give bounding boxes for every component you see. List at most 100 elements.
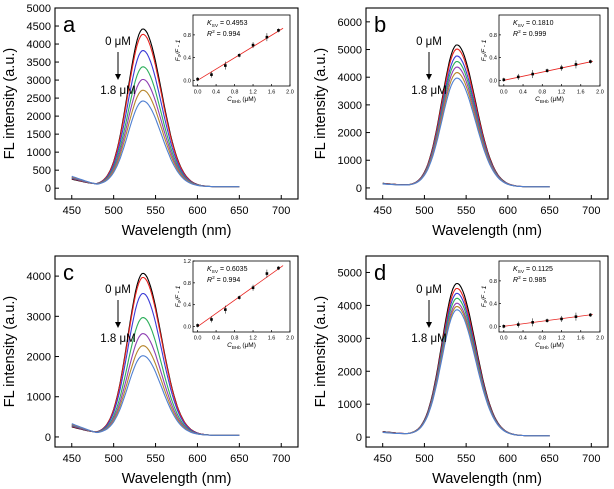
panel-letter: c xyxy=(63,260,74,285)
x-tick-label: 600 xyxy=(499,453,517,465)
inset-x-tick-label: 0.0 xyxy=(500,336,508,342)
inset-x-title-sub: BHb xyxy=(540,345,549,350)
inset-data-point xyxy=(251,43,255,47)
y-tick-label: 0 xyxy=(45,432,51,444)
inset-x-title: CBHb (μM) xyxy=(227,342,256,350)
spectrum-4 xyxy=(71,333,240,436)
panel-b: 450 500 550 600 650 700 0 1000 2000 3000 4000 5000 6… xyxy=(313,7,609,239)
inset-x-tick-label: 1.2 xyxy=(249,336,257,342)
inset-ksv-eq: = xyxy=(218,266,226,273)
inset-y-title: F₀/F - 1 xyxy=(175,285,182,307)
inset-data-point xyxy=(210,318,213,321)
inset-data-point xyxy=(560,317,563,321)
y-tick-label: 1000 xyxy=(27,147,51,159)
plot-frame xyxy=(54,7,299,200)
conc-label-top: 0 μM xyxy=(416,284,442,296)
inset-data-point xyxy=(560,66,563,70)
spectrum-4 xyxy=(71,78,240,188)
inset-x-tick-label: 0.8 xyxy=(231,90,239,96)
inset-data-point xyxy=(196,77,199,81)
inset-y-tick-label: 0.0 xyxy=(489,78,497,84)
y-tick-label: 1500 xyxy=(27,129,51,141)
conc-arrow-head xyxy=(115,74,121,80)
inset-y-tick-label: 0.0 xyxy=(183,325,191,331)
inset-data-point xyxy=(589,313,592,317)
plot-frame xyxy=(365,7,609,200)
x-tick-label: 550 xyxy=(457,453,475,465)
inset: 0.0 0.4 0.8 1.2 1.6 2.00.00.40.8F₀/F - 1CBHb … xyxy=(481,260,604,350)
inset-ksv-text: KSV = 0.1125 xyxy=(513,266,553,275)
inset-ksv-text: KSV = 0.1810 xyxy=(513,20,554,29)
spectra xyxy=(382,282,550,437)
inset-x-tick-label: 2.0 xyxy=(286,336,294,342)
inset-ksv-symbol: K xyxy=(207,20,212,27)
inset-x-tick-label: 1.2 xyxy=(249,90,257,96)
inset-ksv-sub: SV xyxy=(212,269,219,275)
y-tick-label: 4500 xyxy=(27,21,51,33)
inset-x-title-main: C xyxy=(227,342,232,349)
inset-y-tick-label: 0.8 xyxy=(489,279,497,285)
spectrum-6 xyxy=(382,77,550,188)
inset-r2-symbol: R xyxy=(207,277,212,284)
y-tick-label: 5000 xyxy=(338,45,362,57)
y-tick-label: 5000 xyxy=(27,3,51,15)
inset-x-title-unit: (μM) xyxy=(241,96,256,103)
inset-r2-text: R2 = 0.999 xyxy=(513,29,546,38)
inset-ksv-value: 0.1810 xyxy=(532,20,554,27)
x-tick-label: 550 xyxy=(457,205,475,217)
inset-data-point xyxy=(224,64,227,67)
inset-r2-value: 0.999 xyxy=(529,31,547,38)
inset-x-tick-label: 1.6 xyxy=(577,90,585,96)
conc-label-bottom: 1.8 μM xyxy=(411,85,446,97)
y-axis-title: FL intensity (a.u.) xyxy=(2,296,18,407)
x-tick-label: 450 xyxy=(374,453,392,465)
inset-data-point xyxy=(224,308,227,311)
inset-frame xyxy=(498,14,601,87)
inset-data-point xyxy=(574,63,578,66)
inset-x-title: CBHb (μM) xyxy=(227,96,256,104)
conc-arrow-head xyxy=(115,322,121,328)
inset-data-point xyxy=(265,272,269,275)
spectrum-5 xyxy=(71,89,240,188)
x-axis-title: Wavelength (nm) xyxy=(122,223,232,239)
y-tick-label: 500 xyxy=(33,165,51,177)
inset-r2-eq: = xyxy=(521,31,529,38)
inset-data-point xyxy=(237,54,241,57)
x-tick-label: 600 xyxy=(188,453,206,465)
y-tick-label: 1000 xyxy=(338,155,362,167)
x-tick-label: 650 xyxy=(540,453,558,465)
inset-x-title-main: C xyxy=(535,342,540,349)
inset-y-tick-label: 0.0 xyxy=(489,324,497,330)
inset-x-tick-label: 1.2 xyxy=(558,90,566,96)
y-tick-label: 2000 xyxy=(338,128,362,140)
x-tick-label: 550 xyxy=(146,453,164,465)
x-tick-label: 450 xyxy=(63,453,81,465)
x-tick-label: 650 xyxy=(230,205,248,217)
inset-y-tick-label: 0.4 xyxy=(489,56,497,62)
inset-x-tick-label: 1.6 xyxy=(268,336,276,342)
inset-y-tick-label: 0.8 xyxy=(183,281,191,287)
y-tick-label: 2000 xyxy=(27,111,51,123)
y-tick-label: 1000 xyxy=(338,399,362,411)
inset-r2-symbol: R xyxy=(513,31,518,38)
x-axis-title: Wavelength (nm) xyxy=(432,471,542,487)
y-tick-label: 4000 xyxy=(338,300,362,312)
inset-x-tick-label: 0.8 xyxy=(538,336,546,342)
inset: 0.0 0.4 0.8 1.2 1.6 2.0 0.0 0.4 0.8 1.2 F₀/F - 1 CB… xyxy=(175,259,294,350)
y-axis-title: FL intensity (a.u.) xyxy=(313,48,329,159)
spectrum-6 xyxy=(71,100,240,188)
inset-data-point xyxy=(196,324,199,327)
inset-y-title: F₀/F - 1 xyxy=(481,285,488,307)
y-tick-label: 3000 xyxy=(338,100,362,112)
inset-x-tick-label: 1.6 xyxy=(577,336,585,342)
panel-d: 450 500 550 600 650 700 0 1000 2000 3000 4000 5000 W… xyxy=(313,255,609,487)
x-tick-label: 700 xyxy=(582,205,600,217)
inset-data-point xyxy=(237,296,241,299)
y-tick-label: 3000 xyxy=(27,311,51,323)
conc-label-bottom: 1.8 μM xyxy=(411,333,446,345)
inset-r2-text: R2 = 0.994 xyxy=(207,29,240,38)
inset-r2-symbol: R xyxy=(513,277,518,284)
inset-ksv-sub: SV xyxy=(518,23,525,29)
y-axis-title: FL intensity (a.u.) xyxy=(313,296,329,407)
y-tick-label: 2000 xyxy=(27,352,51,364)
